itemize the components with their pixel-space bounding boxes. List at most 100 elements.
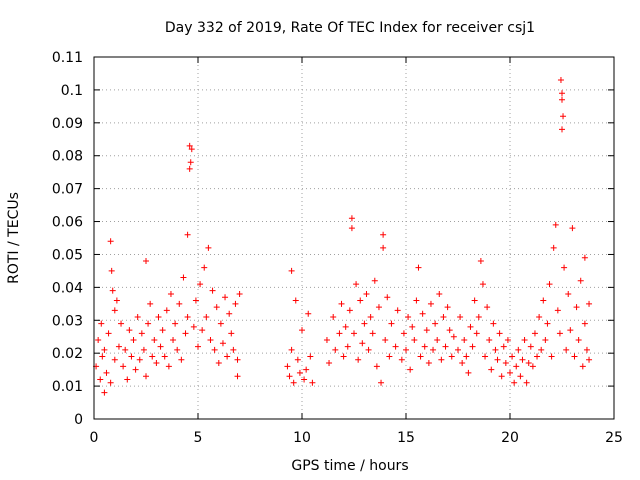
data-point bbox=[432, 320, 439, 327]
data-point bbox=[550, 244, 557, 251]
data-point bbox=[309, 379, 316, 386]
data-point bbox=[153, 360, 160, 367]
data-point bbox=[344, 343, 351, 350]
data-point bbox=[382, 337, 389, 344]
data-point bbox=[494, 356, 501, 363]
data-point bbox=[207, 337, 214, 344]
data-point bbox=[371, 277, 378, 284]
data-point bbox=[296, 369, 303, 376]
x-tick-label: 15 bbox=[397, 430, 415, 446]
data-point bbox=[111, 307, 118, 314]
data-point bbox=[203, 313, 210, 320]
x-tick-label: 25 bbox=[605, 430, 623, 446]
data-point bbox=[579, 363, 586, 370]
data-point bbox=[482, 353, 489, 360]
grid-lines bbox=[94, 57, 614, 419]
data-point bbox=[392, 343, 399, 350]
data-point bbox=[521, 337, 528, 344]
data-point bbox=[103, 369, 110, 376]
data-point bbox=[190, 323, 197, 330]
data-point bbox=[286, 373, 293, 380]
data-point bbox=[536, 313, 543, 320]
plot-frame bbox=[93, 56, 615, 420]
data-point bbox=[469, 343, 476, 350]
data-point bbox=[380, 244, 387, 251]
data-point bbox=[159, 327, 166, 334]
y-tick-label: 0.06 bbox=[52, 215, 83, 231]
data-point bbox=[172, 320, 179, 327]
data-point bbox=[140, 346, 147, 353]
data-point bbox=[463, 353, 470, 360]
data-point bbox=[98, 320, 105, 327]
data-point bbox=[575, 337, 582, 344]
data-point bbox=[303, 366, 310, 373]
data-point bbox=[143, 258, 149, 265]
data-point bbox=[132, 366, 139, 373]
data-point bbox=[446, 327, 453, 334]
data-point bbox=[170, 337, 177, 344]
data-point bbox=[394, 307, 401, 314]
data-point bbox=[149, 353, 156, 360]
data-point bbox=[215, 360, 222, 367]
data-point bbox=[99, 353, 106, 360]
x-tick-label: 10 bbox=[293, 430, 311, 446]
data-point bbox=[567, 327, 574, 334]
data-point bbox=[577, 277, 584, 284]
data-point bbox=[436, 290, 443, 297]
data-point bbox=[228, 330, 235, 337]
data-point bbox=[515, 346, 522, 353]
data-point bbox=[440, 313, 447, 320]
data-point bbox=[548, 353, 555, 360]
data-point bbox=[513, 363, 520, 370]
data-point bbox=[559, 126, 565, 133]
data-point bbox=[484, 304, 491, 311]
y-tick-label: 0.08 bbox=[52, 149, 83, 165]
data-point bbox=[544, 320, 551, 327]
data-point bbox=[136, 356, 143, 363]
data-point bbox=[448, 353, 455, 360]
y-tick-label: 0.1 bbox=[61, 83, 83, 99]
data-point bbox=[187, 159, 194, 166]
data-point bbox=[529, 363, 536, 370]
data-point bbox=[130, 337, 137, 344]
data-point bbox=[143, 373, 149, 380]
data-point bbox=[197, 281, 204, 288]
data-point bbox=[226, 310, 233, 317]
data-point bbox=[292, 297, 299, 304]
data-point bbox=[157, 343, 164, 350]
data-point bbox=[118, 320, 125, 327]
data-point bbox=[342, 323, 349, 330]
data-point bbox=[519, 356, 526, 363]
data-point bbox=[151, 337, 158, 344]
data-point bbox=[475, 313, 482, 320]
data-point bbox=[511, 379, 518, 386]
x-tick-labels: 0 5 10 15 20 25 bbox=[90, 430, 623, 446]
data-point bbox=[421, 343, 428, 350]
data-point bbox=[174, 346, 181, 353]
data-point bbox=[209, 287, 216, 294]
data-point bbox=[496, 330, 503, 337]
data-point bbox=[115, 343, 122, 350]
data-point bbox=[236, 290, 243, 297]
data-point bbox=[109, 287, 116, 294]
data-point bbox=[299, 327, 305, 334]
data-point bbox=[556, 330, 563, 337]
data-point bbox=[583, 346, 590, 353]
data-point bbox=[573, 304, 580, 311]
data-point bbox=[138, 330, 145, 337]
data-point bbox=[581, 254, 588, 261]
data-point bbox=[182, 330, 189, 337]
data-point bbox=[415, 264, 422, 271]
data-point bbox=[403, 346, 409, 353]
data-point bbox=[351, 330, 357, 337]
data-point bbox=[101, 346, 108, 353]
axis-ticks bbox=[93, 56, 615, 420]
data-point bbox=[288, 346, 295, 353]
data-point bbox=[427, 300, 434, 307]
data-point bbox=[219, 340, 226, 347]
data-point bbox=[217, 320, 224, 327]
y-tick-labels: 0 0.01 0.02 0.03 0.04 0.05 0.06 0.07 0.08 0.09 0.1… bbox=[52, 50, 83, 428]
data-point bbox=[361, 320, 368, 327]
data-point bbox=[111, 356, 118, 363]
data-point bbox=[552, 221, 559, 228]
